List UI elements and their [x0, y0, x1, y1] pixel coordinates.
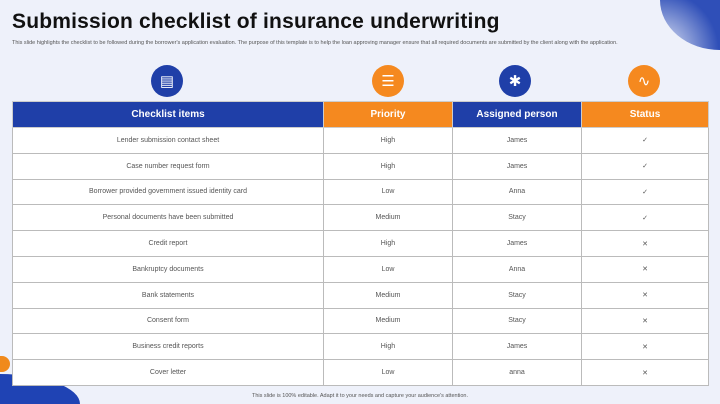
status-cell: ✕ [581, 230, 709, 257]
status-cell: ✕ [581, 359, 709, 386]
item-cell: Case number request form [12, 152, 324, 180]
header-checklist-items: Checklist items [12, 101, 324, 128]
item-cell: Borrower provided government issued iden… [12, 178, 324, 206]
person-cell: James [452, 127, 582, 154]
footer-note: This slide is 100% editable. Adapt it to… [252, 393, 468, 399]
priority-cell: High [323, 333, 453, 361]
table-row: Case number request form High James ✓ [12, 152, 709, 180]
priority-cell: Medium [323, 307, 453, 335]
item-cell: Bank statements [12, 281, 324, 309]
item-cell: Cover letter [12, 359, 324, 386]
status-cell: ✕ [581, 307, 709, 335]
person-cell: Anna [452, 255, 582, 283]
header-status: Status [581, 101, 709, 128]
item-cell: Business credit reports [12, 333, 324, 361]
status-cell: ✕ [581, 333, 709, 361]
table-row: Lender submission contact sheet High James… [12, 127, 709, 154]
status-cell: ✓ [581, 127, 709, 154]
item-cell: Consent form [12, 307, 324, 335]
person-cell: James [452, 152, 582, 180]
item-cell: Lender submission contact sheet [12, 127, 324, 154]
table-row: Personal documents have been submitted Me… [12, 204, 709, 232]
item-cell: Bankruptcy documents [12, 255, 324, 283]
priority-cell: High [323, 152, 453, 180]
person-cell: Stacy [452, 204, 582, 232]
status-cell: ✕ [581, 255, 709, 283]
status-cell: ✕ [581, 281, 709, 309]
table-row: Bankruptcy documents Low Anna ✕ [12, 255, 709, 283]
checklist-table: Checklist items Priority Assigned person… [12, 101, 709, 386]
person-cell: James [452, 230, 582, 257]
page-title: Submission checklist of insurance underw… [12, 10, 500, 33]
status-cell: ✓ [581, 152, 709, 180]
person-cell: anna [452, 359, 582, 386]
person-cell: James [452, 333, 582, 361]
priority-cell: High [323, 230, 453, 257]
network-icon: ✱ [499, 65, 531, 97]
priority-cell: Medium [323, 204, 453, 232]
table-row: Business credit reports High James ✕ [12, 333, 709, 361]
person-cell: Stacy [452, 281, 582, 309]
item-cell: Personal documents have been submitted [12, 204, 324, 232]
priority-cell: Medium [323, 281, 453, 309]
priority-cell: Low [323, 178, 453, 206]
description: This slide highlights the checklist to b… [12, 40, 618, 46]
status-cell: ✓ [581, 204, 709, 232]
priority-cell: Low [323, 255, 453, 283]
table-row: Credit report High James ✕ [12, 230, 709, 257]
priority-cell: Low [323, 359, 453, 386]
table-row: Cover letter Low anna ✕ [12, 359, 709, 386]
list-icon: ☰ [372, 65, 404, 97]
status-cell: ✓ [581, 178, 709, 206]
table-row: Bank statements Medium Stacy ✕ [12, 281, 709, 309]
table-row: Borrower provided government issued iden… [12, 178, 709, 206]
priority-cell: High [323, 127, 453, 154]
person-cell: Anna [452, 178, 582, 206]
pulse-icon: ∿ [628, 65, 660, 97]
header-priority: Priority [323, 101, 453, 128]
clipboard-icon: ▤ [151, 65, 183, 97]
header-assigned-person: Assigned person [452, 101, 582, 128]
decorative-blob [0, 356, 10, 372]
item-cell: Credit report [12, 230, 324, 257]
person-cell: Stacy [452, 307, 582, 335]
table-row: Consent form Medium Stacy ✕ [12, 307, 709, 335]
